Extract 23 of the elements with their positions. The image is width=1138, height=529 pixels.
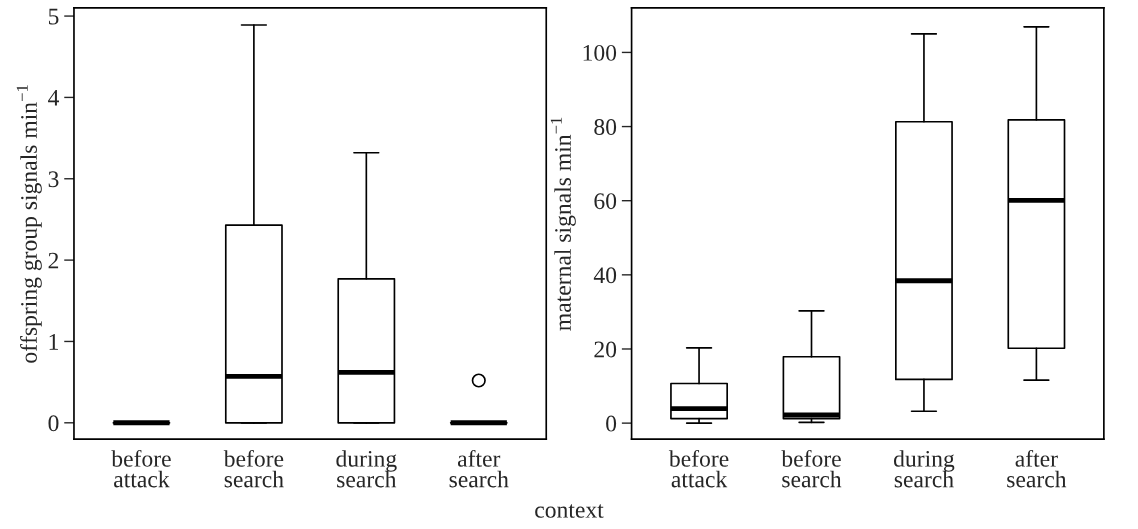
y-axis-title: offspring group signals min$^{−1}$ xyxy=(16,85,42,363)
x-axis-title: context xyxy=(535,504,604,518)
y-tick-label: 100 xyxy=(583,44,617,61)
y-tick-label: 40 xyxy=(593,267,617,284)
x-tick-label: before attack xyxy=(668,449,729,488)
y-tick-label: 2 xyxy=(48,252,59,269)
y-tick-label: 0 xyxy=(48,415,59,432)
y-tick-label: 3 xyxy=(48,171,59,188)
x-tick-label: after search xyxy=(1007,449,1067,488)
y-tick-label: 80 xyxy=(594,119,617,135)
y-tick-label: 0 xyxy=(606,415,617,432)
y-axis-title: maternal signals min$^{−1}$ xyxy=(550,117,576,331)
x-tick-label: during search xyxy=(336,450,397,488)
y-tick-label: 4 xyxy=(48,90,60,106)
y-tick-label: 5 xyxy=(48,8,59,25)
y-tick-label: 20 xyxy=(594,341,617,358)
x-tick-label: before attack xyxy=(111,449,171,488)
y-tick-label: 60 xyxy=(594,193,617,210)
x-tick-label: before search xyxy=(223,449,284,488)
x-tick-label: after search xyxy=(449,449,509,488)
x-tick-label: during search xyxy=(893,450,955,488)
x-tick-label: before search xyxy=(781,449,842,488)
y-tick-label: 1 xyxy=(49,334,58,350)
